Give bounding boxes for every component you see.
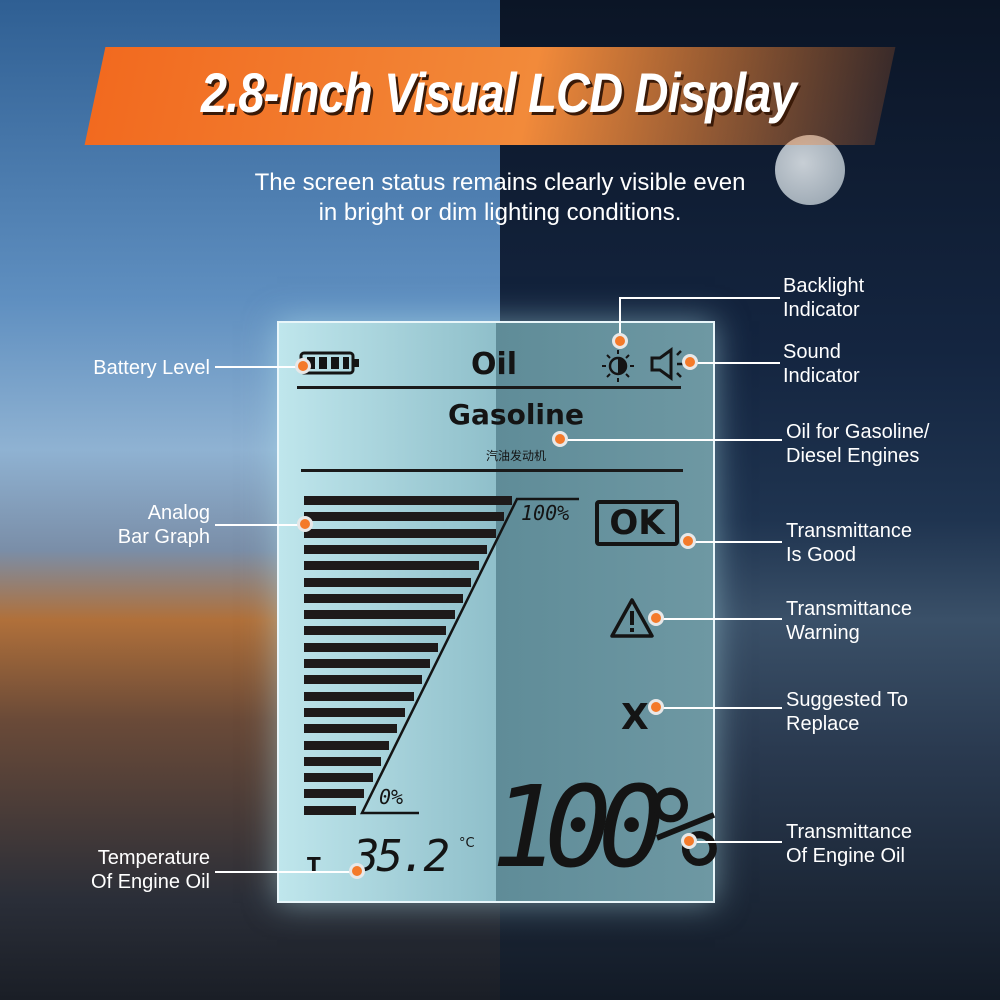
temperature-prefix: T [307, 853, 321, 877]
callout-warning: Transmittance Warning [786, 597, 912, 645]
bar-segment [304, 756, 381, 766]
callout-oil-line2: Diesel Engines [786, 445, 920, 467]
subtitle-line-1: The screen status remains clearly visibl… [254, 169, 746, 196]
callout-good-line1: Transmittance [786, 520, 912, 542]
callout-trans-line2: Of Engine Oil [786, 845, 905, 867]
bar-segment [304, 675, 422, 685]
marker-dot [612, 333, 628, 349]
bar-segment [304, 496, 512, 505]
bar-segment [304, 740, 389, 750]
callout-trans-line1: Transmittance [786, 821, 912, 843]
callout-sound-line2: Indicator [783, 365, 860, 387]
temperature-unit: °C [459, 836, 475, 851]
divider-top [297, 386, 681, 389]
replace-symbol: X [621, 697, 649, 738]
leader-line [656, 707, 782, 709]
bar-segment [304, 707, 406, 717]
callout-sound-line1: Sound [783, 341, 841, 363]
callout-analog-line2: Bar Graph [117, 526, 210, 548]
warning-triangle-icon [610, 598, 654, 638]
bar-segment [304, 659, 430, 668]
bar-segment [304, 561, 480, 571]
marker-dot [682, 354, 698, 370]
callout-temp-line1: Temperature [97, 847, 210, 869]
callout-warn-line2: Warning [786, 622, 860, 644]
marker-dot [552, 431, 568, 447]
callout-replace: Suggested To Replace [786, 688, 908, 736]
bar-segment [304, 626, 447, 636]
callout-oil-type: Oil for Gasoline/Diesel Engines [786, 420, 929, 468]
callout-analog: Analog Bar Graph [20, 501, 210, 549]
bar-segment [304, 691, 414, 701]
marker-dot [648, 610, 664, 626]
backlight-icon [602, 350, 634, 382]
bar-segment [304, 773, 373, 783]
bar-segment [304, 544, 488, 554]
leader-line [619, 297, 621, 342]
bar-segment [304, 789, 365, 799]
marker-dot [349, 863, 365, 879]
bar-segment [304, 593, 463, 603]
transmittance-value: 100% [491, 763, 719, 893]
leader-line [620, 297, 780, 299]
bar-segment [304, 512, 504, 522]
fuel-type: Gasoline [448, 398, 584, 431]
leader-line [215, 871, 355, 873]
lcd-screen: Oil Gasoline 汽油发动机 100% 0% OK X T 35.2 °… [277, 321, 719, 903]
bar-segment [304, 528, 496, 538]
callout-sound: Sound Indicator [783, 340, 860, 388]
leader-line [688, 541, 782, 543]
subtitle: The screen status remains clearly visibl… [0, 168, 1000, 228]
fuel-type-chinese: 汽油发动机 [485, 449, 546, 463]
subtitle-line-2: in bright or dim lighting conditions. [318, 199, 682, 226]
status-ok: OK [595, 500, 679, 546]
leader-line [215, 366, 303, 368]
bar-segment [304, 724, 398, 734]
leader-line [656, 618, 782, 620]
page-title: 2.8-Inch Visual LCD Display [200, 61, 797, 124]
marker-dot [680, 533, 696, 549]
callout-temperature: Temperature Of Engine Oil [20, 846, 210, 894]
callout-replace-line1: Suggested To [786, 689, 908, 711]
marker-dot [681, 833, 697, 849]
callout-warn-line1: Transmittance [786, 598, 912, 620]
callout-backlight: Backlight Indicator [783, 274, 864, 322]
divider-middle [301, 469, 683, 472]
bar-graph-outline [359, 497, 579, 815]
callout-good-line2: Is Good [786, 544, 857, 566]
callout-replace-line2: Replace [786, 713, 860, 735]
callout-good: Transmittance Is Good [786, 519, 912, 567]
lcd-header: Oil [470, 347, 518, 382]
temperature-value: 35.2 [353, 831, 450, 882]
leader-line [690, 362, 780, 364]
leader-line [215, 524, 303, 526]
marker-dot [295, 358, 311, 374]
bar-segment [304, 805, 357, 815]
callout-oil-line1: Oil for Gasoline/ [786, 421, 930, 443]
callout-transmittance: Transmittance Of Engine Oil [786, 820, 912, 868]
marker-dot [297, 516, 313, 532]
bar-top-label: 100% [521, 501, 570, 525]
callout-analog-line1: Analog [147, 502, 210, 524]
callout-temp-line2: Of Engine Oil [91, 871, 210, 893]
callout-backlight-line2: Indicator [783, 299, 860, 321]
bar-segment [304, 642, 439, 652]
callout-battery: Battery Level [93, 357, 210, 379]
moon [775, 135, 845, 205]
leader-line [560, 439, 782, 441]
bar-segment [304, 610, 455, 620]
callout-backlight-line1: Backlight [783, 275, 865, 297]
bar-bottom-label: 0% [379, 785, 404, 809]
leader-line [689, 841, 782, 843]
marker-dot [648, 699, 664, 715]
bar-segment [304, 577, 471, 587]
